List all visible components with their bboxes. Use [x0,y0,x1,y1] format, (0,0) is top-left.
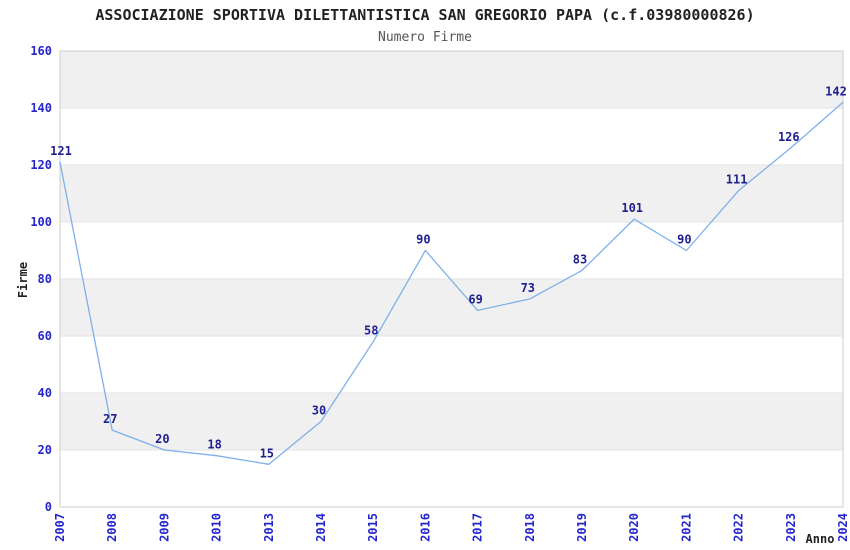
plot-border [59,50,844,508]
x-tick-label: 2008 [105,513,119,542]
x-tick-label: 2013 [262,513,276,542]
x-axis-title: Anno [806,532,835,546]
data-point-label: 69 [468,292,482,306]
x-tick-label: 2024 [836,513,850,542]
y-axis-title: Firme [16,262,30,298]
x-tick-label: 2018 [523,513,537,542]
data-point-label: 111 [726,173,748,187]
data-point-label: 121 [50,144,72,158]
data-point-label: 58 [364,324,378,338]
plot-band [60,279,843,336]
plot-bands [60,51,843,450]
x-tick-label: 2019 [575,513,589,542]
x-tick-label: 2017 [471,513,485,542]
y-tick-label: 40 [38,386,52,400]
series-line [59,101,844,465]
data-point-label: 15 [260,446,274,460]
y-tick-label: 120 [30,158,52,172]
data-point-label: 101 [621,201,643,215]
x-tick-label: 2021 [679,513,693,542]
y-tick-label: 140 [30,101,52,115]
y-tick-label: 80 [38,272,52,286]
x-tick-label: 2015 [366,513,380,542]
x-tick-label: 2022 [732,513,746,542]
x-tick-label: 2014 [314,513,328,542]
x-tick-label: 2023 [784,513,798,542]
grid-lines [59,50,844,508]
data-point-label: 83 [573,252,587,266]
y-tick-label: 100 [30,215,52,229]
data-point-label: 20 [155,432,169,446]
data-point-label: 73 [521,281,535,295]
y-tick-label: 60 [38,329,52,343]
y-tick-label: 160 [30,44,52,58]
chart-subtitle: Numero Firme [378,30,472,45]
data-point-label: 18 [207,438,221,452]
data-point-label: 90 [416,233,430,247]
data-point-label: 90 [677,233,691,247]
plot-band [60,165,843,222]
x-tick-label: 2007 [53,513,67,542]
data-point-label: 30 [312,404,326,418]
plot-band [60,393,843,450]
data-point-label: 126 [778,130,800,144]
y-tick-label: 0 [45,500,52,514]
chart-title: ASSOCIAZIONE SPORTIVA DILETTANTISTICA SA… [95,6,754,24]
data-point-label: 142 [825,84,847,98]
data-point-label: 27 [103,412,117,426]
y-tick-label: 20 [38,443,52,457]
plot-band [60,51,843,108]
x-tick-label: 2009 [157,513,171,542]
series-layer: 121 27 20 18 15 30 58 90 69 73 83 101 90 111 126 142 [50,84,847,465]
x-tick-label: 2016 [418,513,432,542]
x-tick-label: 2020 [627,513,641,542]
x-tick-label: 2010 [210,513,224,542]
